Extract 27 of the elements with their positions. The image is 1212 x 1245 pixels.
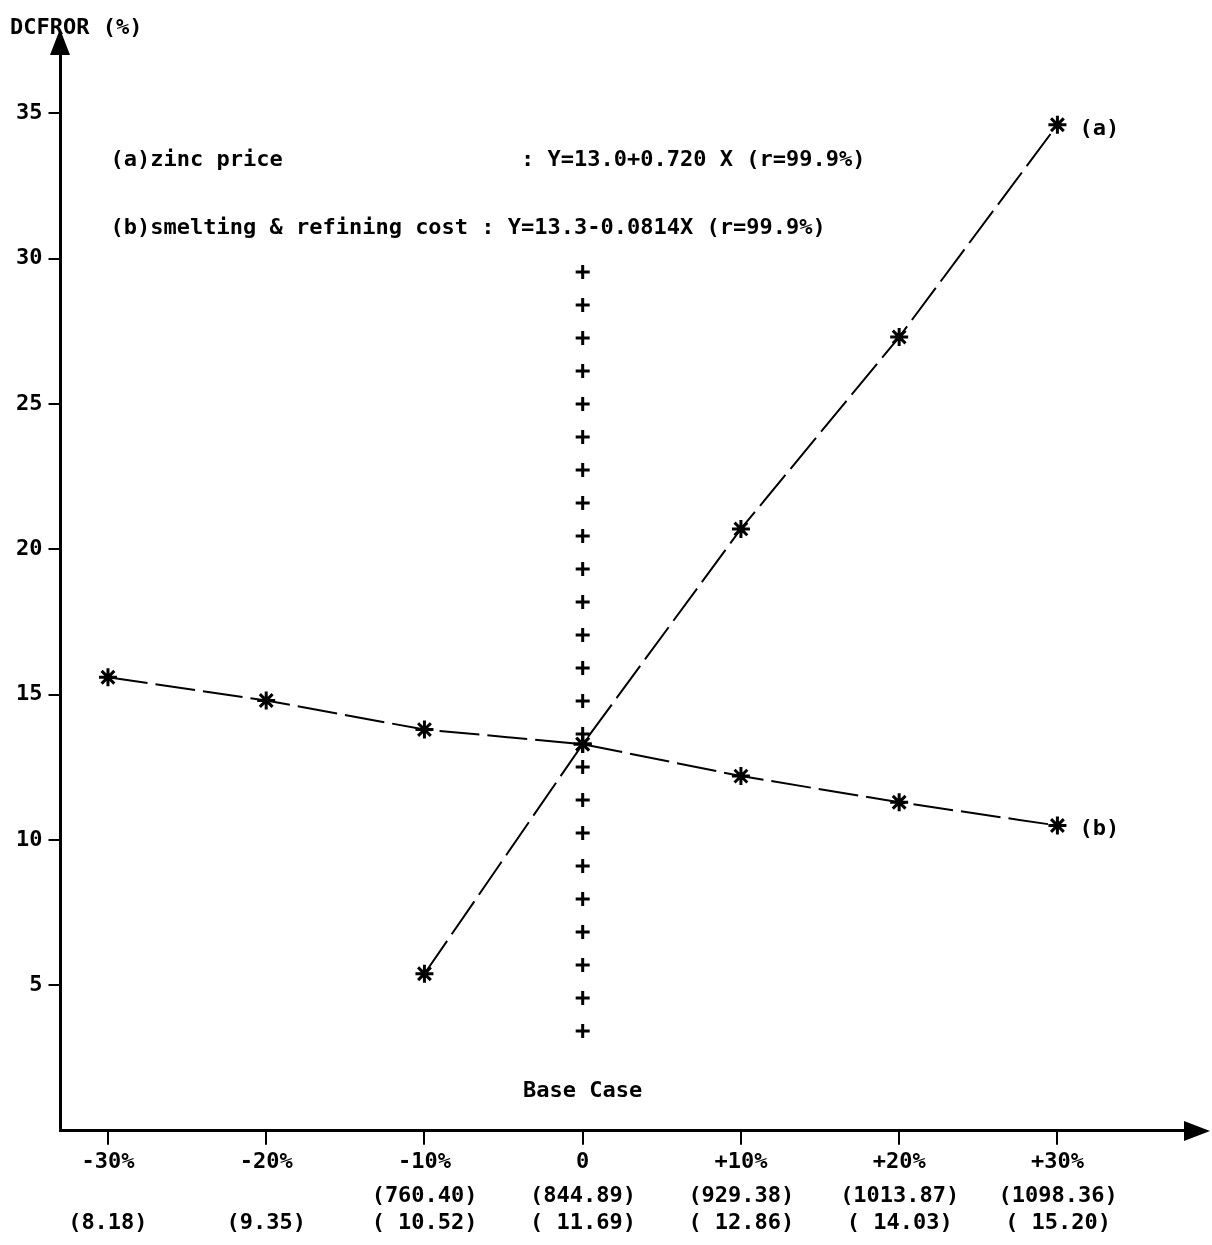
x-tick-label: +10% xyxy=(714,1147,769,1173)
x-tick-label: +30% xyxy=(1030,1147,1085,1173)
series-label: (b) xyxy=(1079,815,1120,841)
x2-tick-label: (929.38) ( 12.86) xyxy=(688,1182,795,1234)
annotation: (b)smelting & refining cost : Y=13.3-0.0814X (r=99.9%) xyxy=(110,213,826,239)
y-tick-label: 20 xyxy=(15,535,43,561)
x2-tick-label: (8.18) xyxy=(68,1208,148,1234)
x2-tick-label: (9.35) xyxy=(226,1208,306,1234)
x2-tick-label: (1098.36) ( 15.20) xyxy=(998,1182,1118,1234)
x-tick-label: -10% xyxy=(397,1147,452,1173)
annotation: (a)zinc price : Y=13.0+0.720 X (r=99.9%) xyxy=(110,145,866,171)
x2-tick-label: (844.89) ( 11.69) xyxy=(530,1182,636,1234)
x2-tick-label: (1013.87) ( 14.03) xyxy=(840,1182,960,1234)
y-tick-label: 15 xyxy=(15,680,43,706)
x2-tick-label: (760.40) ( 10.52) xyxy=(371,1182,478,1234)
y-tick-label: 10 xyxy=(15,825,43,851)
y-tick-label: 35 xyxy=(15,98,43,124)
x-tick-label: -20% xyxy=(239,1147,294,1173)
x-tick-label: +20% xyxy=(872,1147,927,1173)
series-label: (a) xyxy=(1079,114,1120,140)
y-tick-label: 30 xyxy=(15,244,43,270)
x-tick-label: -30% xyxy=(81,1147,136,1173)
y-axis-title: DCFROR (%) xyxy=(10,13,143,39)
y-tick-label: 25 xyxy=(15,389,43,415)
ref-line-label: Base Case xyxy=(523,1076,643,1102)
y-tick-label: 5 xyxy=(29,971,43,997)
x-tick-label: 0 xyxy=(576,1147,590,1173)
